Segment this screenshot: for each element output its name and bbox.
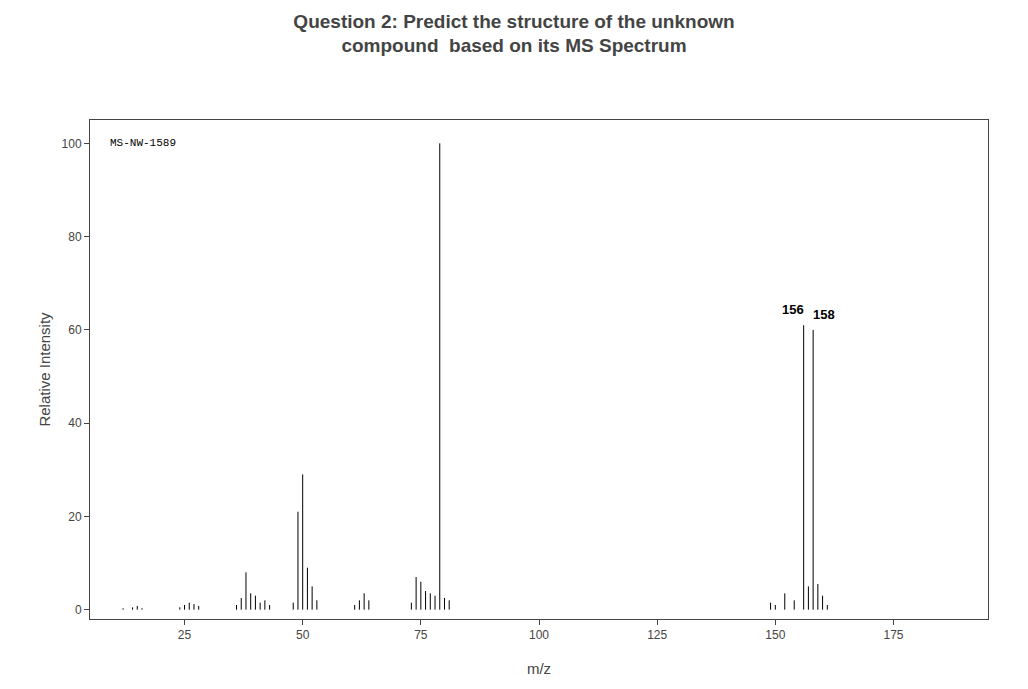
svg-text:125: 125 bbox=[647, 628, 667, 642]
svg-text:MS-NW-1589: MS-NW-1589 bbox=[110, 137, 176, 149]
svg-text:Question 2: Predict the struct: Question 2: Predict the structure of the… bbox=[293, 11, 734, 57]
svg-text:100: 100 bbox=[529, 628, 549, 642]
svg-text:156: 156 bbox=[782, 302, 804, 317]
svg-text:150: 150 bbox=[765, 628, 785, 642]
svg-text:0: 0 bbox=[75, 603, 82, 617]
svg-text:75: 75 bbox=[414, 628, 428, 642]
svg-text:50: 50 bbox=[296, 628, 310, 642]
svg-text:175: 175 bbox=[883, 628, 903, 642]
svg-text:158: 158 bbox=[813, 307, 835, 322]
svg-text:20: 20 bbox=[68, 510, 82, 524]
svg-text:Relative Intensity: Relative Intensity bbox=[36, 312, 53, 427]
svg-text:m/z: m/z bbox=[527, 660, 551, 677]
svg-text:100: 100 bbox=[62, 137, 82, 151]
svg-text:60: 60 bbox=[68, 323, 82, 337]
svg-text:80: 80 bbox=[68, 230, 82, 244]
svg-text:40: 40 bbox=[68, 416, 82, 430]
svg-text:25: 25 bbox=[178, 628, 192, 642]
